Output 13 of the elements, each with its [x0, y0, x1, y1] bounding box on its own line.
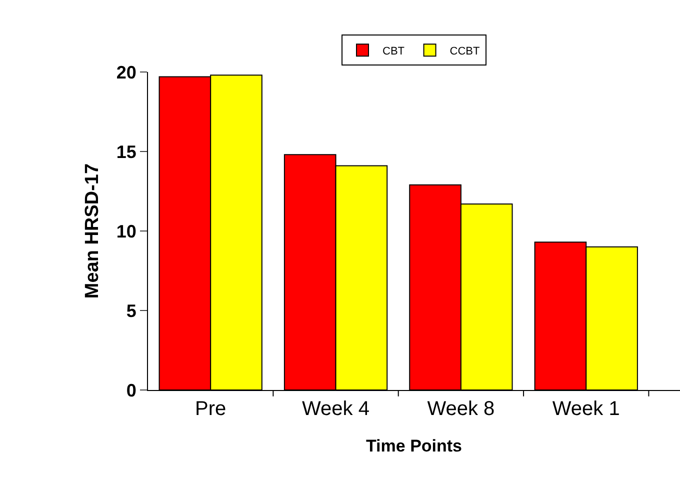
x-axis-title: Time Points [366, 436, 462, 456]
x-tick-label: Week 8 [427, 398, 495, 420]
legend-label: CBT [382, 45, 405, 58]
y-tick-label: 0 [126, 380, 136, 400]
x-tick-label: Week 4 [302, 398, 370, 420]
y-tick-label: 15 [116, 142, 136, 162]
y-tick-label: 20 [116, 62, 136, 82]
legend-label: CCBT [450, 45, 480, 58]
y-tick-label: 10 [116, 221, 136, 242]
x-tick-label: Week 1 [552, 398, 620, 420]
x-tick-label: Pre [195, 398, 226, 420]
y-tick-label: 5 [126, 300, 136, 321]
y-axis-title: Mean HRSD-17 [82, 163, 104, 299]
